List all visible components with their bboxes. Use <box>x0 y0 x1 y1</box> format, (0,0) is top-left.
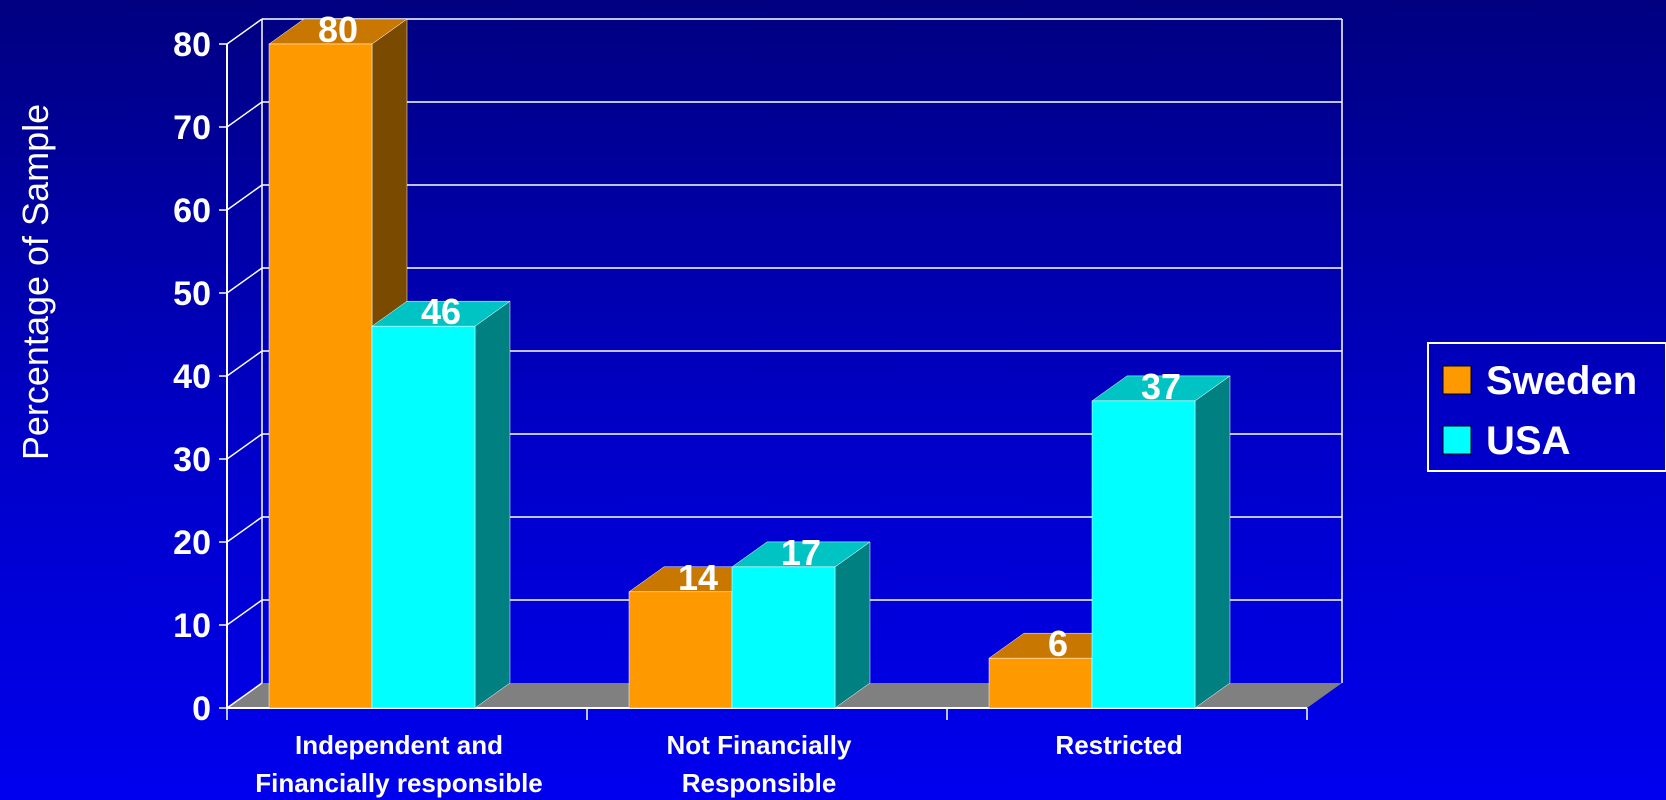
gridline-depth <box>226 18 263 45</box>
legend-swatch <box>1442 365 1472 395</box>
legend-label: USA <box>1486 419 1570 463</box>
y-tick-label: 50 <box>173 275 211 313</box>
y-tick-label: 40 <box>173 358 211 396</box>
data-label: 37 <box>1141 366 1181 407</box>
legend-label: Sweden <box>1486 359 1637 403</box>
data-label: 14 <box>678 557 718 598</box>
data-labels: 80 46 14 17 6 37 <box>318 9 1181 664</box>
bar-side <box>1194 375 1231 709</box>
y-tick-label: 10 <box>173 607 211 645</box>
data-label: 17 <box>781 532 821 573</box>
y-tick-label: 0 <box>192 690 211 728</box>
gridline-depth <box>226 599 263 626</box>
x-category-label: Independent and <box>295 730 503 760</box>
legend-box <box>1427 342 1666 472</box>
y-tick-label: 70 <box>173 109 211 147</box>
bar <box>731 566 836 709</box>
y-tick-label: 30 <box>173 441 211 479</box>
x-category-label: Restricted <box>1055 730 1182 760</box>
x-category-label: Not Financially <box>667 730 852 760</box>
data-label: 6 <box>1048 623 1068 664</box>
bar-side <box>834 541 871 709</box>
gridline-depth <box>226 682 263 709</box>
bar <box>371 325 476 709</box>
bar-side <box>474 300 511 709</box>
gridline-depth <box>226 267 263 294</box>
legend-swatch <box>1442 425 1472 455</box>
gridline-depth <box>226 350 263 377</box>
chart-bars <box>268 18 1231 709</box>
y-tick-label: 20 <box>173 524 211 562</box>
gridline-depth <box>226 433 263 460</box>
bar <box>1091 400 1196 709</box>
bar <box>988 657 1093 709</box>
gridline-depth <box>226 516 263 543</box>
legend: Sweden USA <box>1427 342 1666 472</box>
data-label: 46 <box>421 291 461 332</box>
gridline-depth <box>226 101 263 128</box>
bar <box>628 591 733 709</box>
gridline-depth <box>226 184 263 211</box>
y-tick-label: 80 <box>173 26 211 64</box>
x-category-label: Financially responsible <box>255 768 543 798</box>
bar <box>268 43 373 709</box>
y-axis-title: Percentage of Sample <box>15 104 56 460</box>
x-category-labels: Independent and Financially responsible No… <box>255 730 1182 798</box>
y-tick-labels: 0 10 20 30 40 50 60 70 80 <box>173 26 211 728</box>
y-tick-label: 60 <box>173 192 211 230</box>
data-label: 80 <box>318 9 358 50</box>
x-category-label: Responsible <box>682 768 837 798</box>
